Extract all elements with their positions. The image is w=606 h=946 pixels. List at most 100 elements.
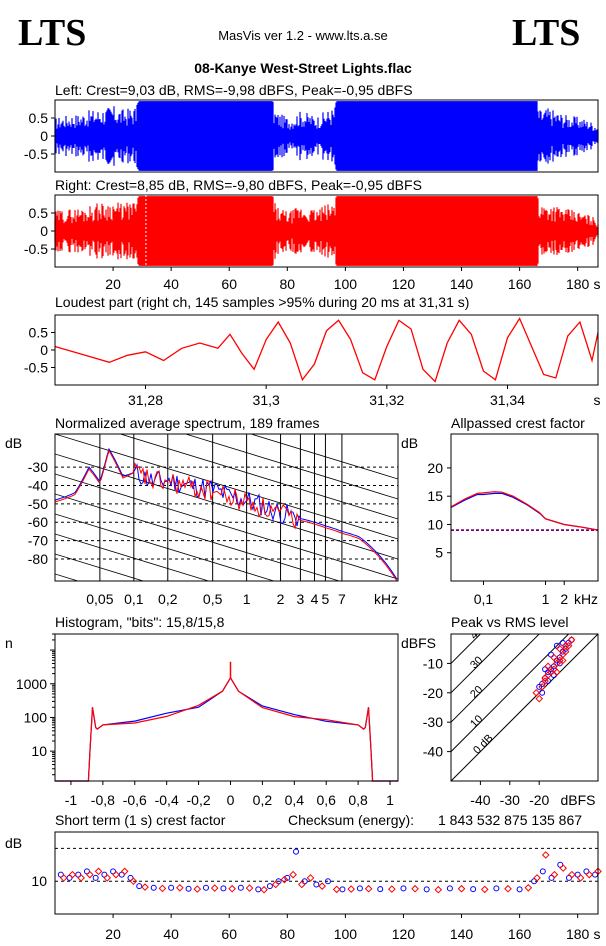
spectrum-ylabel: dB: [5, 435, 22, 451]
short-term-crest-right-point: [260, 885, 268, 894]
spectrum-plot-area: [55, 434, 398, 581]
checksum-label: Checksum (energy):: [288, 812, 414, 828]
spectrum-xtick-label: 5: [322, 591, 330, 607]
short-term-crest-right-point: [568, 870, 576, 879]
spectrum-left-line: [55, 447, 398, 580]
spectrum-ytick-label: -80: [28, 551, 48, 567]
spectrum-xtick-label: 1: [243, 591, 251, 607]
histogram-ylabel: n: [5, 635, 13, 651]
allpassed-crest-ytick-label: 20: [427, 460, 443, 476]
logo-left: LTS: [18, 12, 86, 54]
left_waveform-ytick-label: 0.5: [29, 110, 49, 126]
peak-vs-rms-diagonal: [451, 634, 598, 781]
peak-vs-rms-right-point: [535, 694, 544, 703]
spectrum-slope-line: [55, 493, 341, 581]
right_waveform-ytick-label: 0: [40, 223, 48, 239]
short-term-crest-right-point: [388, 885, 396, 893]
checksum-value: 1 843 532 875 135 867: [438, 812, 582, 828]
short-term-crest-right-point: [524, 883, 533, 892]
spectrum-xtick-label: 0,5: [203, 591, 223, 607]
short-term-crest-left-point: [92, 874, 99, 881]
short-term-crest-title: Short term (1 s) crest factor: [55, 812, 226, 828]
histogram-xtick-label: 0: [227, 792, 235, 808]
peak-vs-rms-right-point: [555, 644, 564, 653]
peak-vs-rms-ytick-label: -30: [423, 714, 443, 730]
spectrum-ytick-label: -60: [28, 514, 48, 530]
histogram-xtick-label: 0,6: [316, 792, 336, 808]
short-term-crest-right-point: [411, 884, 419, 893]
allpassed-crest-xtick-label: 2: [560, 591, 568, 607]
short-term-crest-xtick-label: 100: [334, 926, 358, 942]
short-term-crest-xtick-label: 40: [163, 926, 179, 942]
peak-vs-rms-plot-area: 40 30 20 10 0 dB: [451, 634, 598, 781]
peak-vs-rms-diagonal: [451, 634, 481, 664]
short-term-crest-right-point: [434, 885, 443, 894]
loudest-part-line: [54, 317, 599, 383]
spectrum-slope-line: [55, 453, 398, 560]
allpassed-crest-frame: [450, 433, 599, 582]
short-term-crest-left-point: [516, 886, 523, 893]
right_waveform-xtick-label: 180: [566, 276, 590, 292]
short-term-crest-left-point: [470, 886, 477, 893]
spectrum-slope-line: [55, 513, 276, 581]
peak-vs-rms-title: Peak vs RMS level: [451, 614, 568, 630]
peak-vs-rms-diagonal-label: 30: [468, 654, 485, 671]
spectrum-slope-line: [55, 533, 210, 581]
histogram-xtick-label: 0,2: [253, 792, 273, 808]
peak-vs-rms-frame: [450, 633, 599, 782]
short-term-crest-right-point: [533, 874, 541, 882]
right_waveform-ytick-label: -0.5: [24, 241, 48, 257]
short-term-crest-right-point: [210, 884, 219, 892]
right-waveform-title: Right: Crest=8,85 dB, RMS=-9,80 dBFS, Pe…: [55, 177, 422, 193]
short-term-crest-right-point: [271, 880, 280, 889]
short-term-crest-right-point: [158, 884, 167, 893]
short-term-crest-right-point: [332, 885, 341, 894]
peak-vs-rms-right-point: [567, 636, 576, 644]
short-term-crest-right-point: [504, 884, 512, 893]
peak-vs-rms-right-point: [558, 656, 567, 665]
histogram-xtick-label: -0,2: [187, 792, 211, 808]
logo-right: LTS: [512, 12, 580, 54]
short-term-crest-xtick-label: 180: [566, 926, 590, 942]
allpassed-crest-left-line: [450, 492, 599, 531]
histogram-frame: [54, 633, 399, 782]
short-term-crest-right-point: [318, 882, 326, 890]
histogram-xtick-label: 1: [386, 792, 394, 808]
histogram-panel: n 1000 100 10 -1 -0,8 -0,6 -0,4 -0,2 0 0,2 0,4 0,6 0,…: [5, 633, 399, 808]
peak-vs-rms-ytick-label: -10: [423, 655, 443, 671]
right_waveform-xtick-label: 20: [105, 276, 121, 292]
short-term-crest-right-point: [576, 874, 585, 882]
short-term-crest-left-point: [150, 884, 157, 891]
spectrum-slope-line: [118, 434, 398, 520]
peak-vs-rms-diagonal-label: 0 dB: [471, 732, 495, 756]
right_waveform-ytick-label: 0.5: [29, 205, 49, 221]
short-term-crest-left-point: [168, 884, 175, 891]
peak-vs-rms-xtick-label: -30: [500, 792, 520, 808]
loudest-part-ytick-label: 0.5: [29, 325, 49, 341]
peak-vs-rms-right-point: [553, 668, 561, 677]
left_waveform-ytick-label: 0: [40, 128, 48, 144]
spectrum-xtick-label: 0,05: [86, 591, 113, 607]
peak-vs-rms-right-point: [541, 674, 549, 682]
short-term-crest-left-point: [313, 881, 320, 888]
spectrum-xtick-label: 0,1: [124, 591, 144, 607]
short-term-crest-left-point: [202, 884, 209, 891]
loudest-part-xtick-label: 31,3: [253, 392, 280, 408]
short-term-crest-right-point: [457, 884, 466, 893]
short-term-crest-left-point: [356, 885, 363, 892]
short-term-crest-right-point: [280, 875, 289, 884]
spectrum-slope-line: [184, 434, 398, 500]
short-term-crest-right-point: [306, 874, 315, 882]
spectrum-ytick-label: -30: [28, 459, 48, 475]
peak-vs-rms-diagonal: [451, 634, 540, 723]
histogram-xtick-label: -0,6: [123, 792, 147, 808]
peak-vs-rms-xlabel: dBFS: [560, 792, 595, 808]
spectrum-frame: [54, 433, 399, 582]
short-term-crest-right-point: [480, 885, 489, 894]
file-title: 08-Kanye West-Street Lights.flac: [194, 60, 412, 76]
spectrum-xtick-label: 2: [277, 591, 285, 607]
right_waveform-xtick-label: 140: [450, 276, 474, 292]
histogram-ytick-label: 10: [31, 743, 47, 759]
short-term-crest-right-point: [297, 880, 306, 889]
short-term-crest-left-point: [400, 885, 407, 892]
